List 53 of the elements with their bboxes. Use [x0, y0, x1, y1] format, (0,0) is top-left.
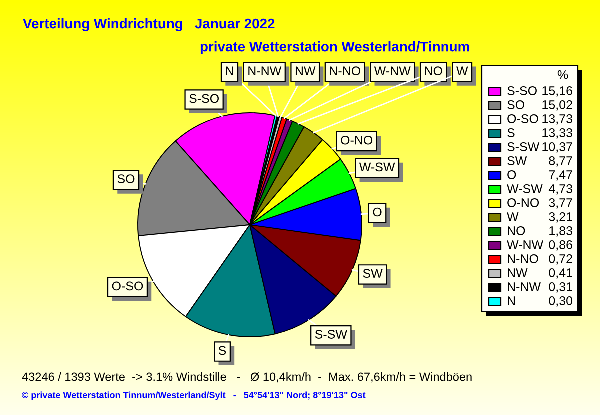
slice-label: S	[218, 346, 226, 356]
slice-label: N-NW	[248, 66, 282, 76]
legend-label: O	[508, 170, 516, 180]
slice-label: O-NO	[341, 136, 373, 145]
slice-label: W-SW	[359, 162, 396, 172]
text: © private Wetterstation Tinnum/Westerland/Sylt - 54°54'13" Nord; 8°19'13" Ost	[22, 392, 366, 400]
legend-label: S-SO	[508, 86, 537, 96]
data-label: 4,73	[548, 184, 572, 195]
slice-label: N-NO	[330, 66, 360, 76]
chart-subtitle: private Wetterstation Westerland/Tinnum	[200, 42, 470, 54]
slice-label: O	[373, 208, 382, 217]
slice-label: NO	[425, 66, 442, 76]
data-label: 8,77	[549, 156, 572, 167]
legend-label: W	[507, 212, 519, 222]
slice-label: SW	[363, 269, 383, 278]
legend-label: S-SW	[508, 142, 540, 152]
data-label: 13,73	[542, 114, 572, 125]
legend-label: O-NO	[508, 198, 540, 208]
legend-label: S	[508, 128, 515, 138]
text: 43246 / 1393 Werte -> 3.1% Windstille - Ø 10,4km/h - Max. 67,6km/h = Windböen	[22, 372, 472, 383]
legend-label: O-SO	[508, 114, 538, 124]
data-label: 0,30	[549, 296, 573, 307]
slice-label: NW	[296, 66, 316, 76]
slice-label: SO	[118, 174, 135, 184]
data-label: 1,83	[550, 226, 572, 237]
legend-label: W-NW	[507, 240, 544, 250]
legend-label: N	[508, 296, 516, 306]
chart-title: Verteilung Windrichtung Januar 2022	[23, 18, 275, 32]
data-label: 0,41	[549, 268, 572, 279]
data-label: 13,33	[542, 128, 572, 139]
data-label: 0,72	[549, 254, 572, 265]
data-label: 15,16	[542, 86, 572, 97]
legend-label: N-NO	[508, 254, 538, 264]
legend-label: SO	[508, 100, 524, 110]
data-label: 15,02	[542, 100, 572, 111]
legend-label: SW	[508, 156, 528, 166]
data-label: 3,21	[549, 212, 572, 223]
slice-label: W-NW	[374, 66, 411, 76]
legend-label: NO	[508, 226, 526, 236]
slice-label: W	[456, 66, 468, 76]
slice-label: S-SO	[190, 94, 219, 104]
legend-label: W-SW	[507, 184, 543, 194]
slice-label: N	[226, 66, 234, 76]
data-label: 0,31	[549, 282, 572, 293]
slice-label: S-SW	[315, 330, 348, 339]
legend-label: NW	[508, 268, 528, 278]
data-label: 3,77	[549, 198, 572, 209]
data-label: 0,86	[549, 240, 572, 251]
data-label: 10,37	[542, 142, 572, 153]
data-label: 7,47	[549, 170, 572, 181]
legend-label: N-NW	[508, 282, 541, 292]
slice-label: O-SO	[112, 282, 144, 291]
legend-title: %	[558, 70, 568, 80]
